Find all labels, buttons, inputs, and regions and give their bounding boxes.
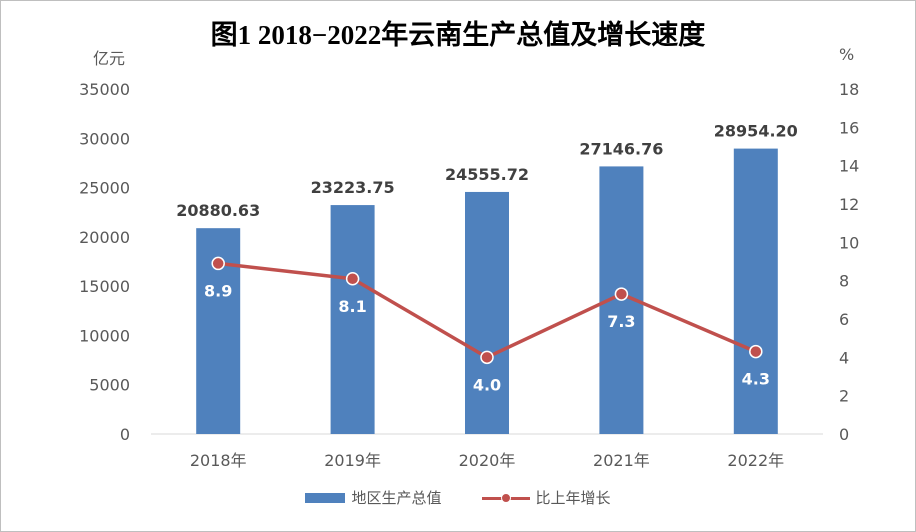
left-axis-tick-label: 25000 bbox=[79, 179, 130, 198]
line-point bbox=[480, 350, 494, 365]
bar bbox=[733, 148, 778, 435]
x-axis-tick-label: 2018年 bbox=[190, 451, 247, 470]
bar-value-label: 24555.72 bbox=[445, 165, 529, 184]
x-axis-tick-label: 2022年 bbox=[727, 451, 784, 470]
right-axis-tick-label: 18 bbox=[839, 80, 859, 99]
right-axis-tick-label: 8 bbox=[839, 272, 849, 291]
legend-item-growth: 比上年增长 bbox=[481, 487, 611, 508]
line-value-label: 8.1 bbox=[338, 297, 366, 316]
right-axis-tick-label: 14 bbox=[839, 157, 859, 176]
right-axis-tick-label: 16 bbox=[839, 118, 859, 137]
legend-line-swatch bbox=[481, 492, 530, 504]
bar bbox=[465, 191, 509, 434]
right-axis-tick-label: 4 bbox=[839, 348, 849, 367]
right-axis-ticks: 0 2 4 6 8 10 12 14 16 18 bbox=[839, 80, 859, 444]
chart-legend: 地区生产总值 比上年增长 bbox=[1, 487, 915, 508]
right-axis-tick-label: 10 bbox=[839, 233, 859, 252]
line-value-label: 4.3 bbox=[742, 370, 770, 389]
chart-title: 图1 2018−2022年云南生产总值及增长速度 bbox=[210, 20, 706, 50]
bar-value-label: 28954.20 bbox=[714, 122, 798, 141]
legend-label-gdp: 地区生产总值 bbox=[351, 489, 442, 507]
chart-plot: 0 5000 10000 15000 20000 25000 30000 35000 0 2 4 6… bbox=[79, 80, 859, 470]
right-axis-unit: % bbox=[839, 45, 855, 64]
x-axis-tick-label: 2021年 bbox=[593, 451, 650, 470]
bar-series bbox=[196, 148, 778, 435]
line-value-label: 7.3 bbox=[607, 312, 635, 331]
legend-label-growth: 比上年增长 bbox=[535, 489, 611, 507]
right-axis-tick-label: 2 bbox=[839, 387, 849, 406]
bar-value-label: 27146.76 bbox=[579, 139, 663, 158]
left-axis-tick-label: 10000 bbox=[79, 326, 130, 345]
line-point bbox=[211, 256, 225, 271]
left-axis-tick-label: 5000 bbox=[89, 376, 130, 395]
line-data-labels: 8.9 8.1 4.0 7.3 4.3 bbox=[204, 281, 770, 394]
x-axis-tick-label: 2020年 bbox=[459, 451, 516, 470]
left-axis-tick-label: 15000 bbox=[79, 277, 130, 296]
right-axis-tick-label: 0 bbox=[839, 425, 849, 444]
left-axis-tick-label: 0 bbox=[120, 425, 130, 444]
left-axis-tick-label: 35000 bbox=[79, 80, 130, 99]
line-series bbox=[211, 256, 763, 365]
left-axis-tick-label: 20000 bbox=[79, 228, 130, 247]
line-value-label: 4.0 bbox=[473, 375, 501, 394]
left-axis-unit: 亿元 bbox=[93, 49, 126, 68]
line-point bbox=[749, 344, 763, 359]
bar-value-label: 23223.75 bbox=[311, 178, 395, 197]
x-axis-ticks: 2018年 2019年 2020年 2021年 2022年 bbox=[190, 451, 784, 470]
left-axis-ticks: 0 5000 10000 15000 20000 25000 30000 35000 bbox=[79, 80, 130, 444]
line-point bbox=[614, 287, 629, 301]
line-value-label: 8.9 bbox=[204, 281, 232, 300]
line-point bbox=[345, 272, 360, 286]
left-axis-tick-label: 30000 bbox=[79, 129, 130, 148]
right-axis-tick-label: 6 bbox=[839, 310, 849, 329]
bar bbox=[330, 205, 375, 434]
right-axis-tick-label: 12 bbox=[839, 195, 859, 214]
legend-bar-swatch bbox=[305, 492, 346, 503]
legend-item-gdp: 地区生产总值 bbox=[305, 487, 442, 508]
x-axis-tick-label: 2019年 bbox=[324, 451, 381, 470]
bar-value-label: 20880.63 bbox=[176, 201, 260, 220]
bar-data-labels: 20880.63 23223.75 24555.72 27146.76 28954.20 bbox=[176, 122, 798, 221]
